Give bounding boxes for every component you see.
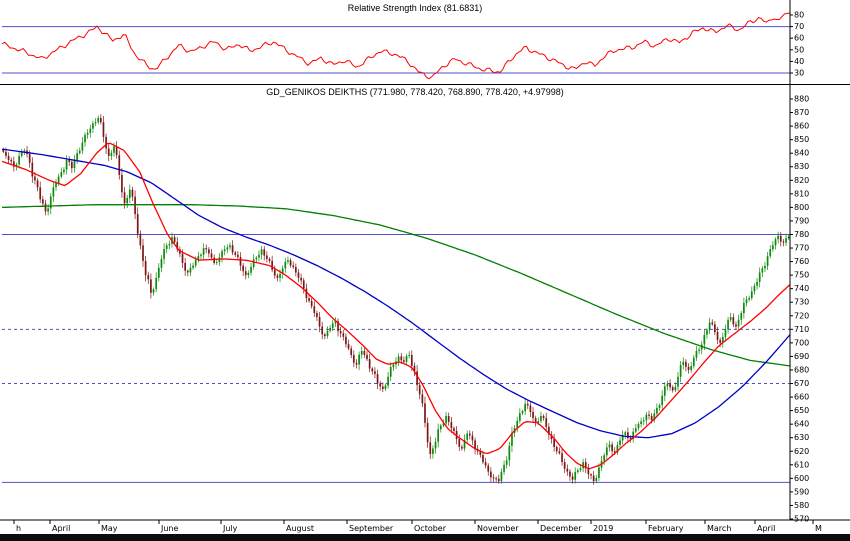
svg-text:June: June [160, 524, 179, 533]
svg-text:590: 590 [794, 487, 809, 496]
svg-text:December: December [540, 524, 582, 533]
svg-text:May: May [101, 524, 118, 533]
svg-text:April: April [757, 524, 775, 533]
svg-text:840: 840 [794, 149, 809, 158]
support-resistance-lines [2, 233, 790, 483]
svg-text:670: 670 [794, 379, 809, 388]
svg-text:640: 640 [794, 420, 809, 429]
svg-text:80: 80 [794, 10, 804, 19]
svg-text:770: 770 [794, 244, 809, 253]
svg-text:610: 610 [794, 460, 809, 469]
svg-text:2019: 2019 [593, 524, 613, 533]
svg-text:620: 620 [794, 447, 809, 456]
candles-layer [2, 114, 790, 485]
svg-text:570: 570 [794, 515, 809, 524]
svg-text:580: 580 [794, 501, 809, 510]
svg-text:60: 60 [794, 34, 804, 43]
svg-text:830: 830 [794, 162, 809, 171]
price-series-title: GD_GENIKOS DEIKTHS (771.980, 778.420, 76… [266, 87, 564, 97]
svg-text:800: 800 [794, 203, 809, 212]
svg-text:30: 30 [794, 69, 804, 78]
svg-text:August: August [286, 524, 314, 533]
svg-text:March: March [707, 524, 731, 533]
svg-text:760: 760 [794, 257, 809, 266]
svg-text:810: 810 [794, 189, 809, 198]
svg-text:630: 630 [794, 433, 809, 442]
svg-text:850: 850 [794, 135, 809, 144]
svg-text:660: 660 [794, 393, 809, 402]
svg-text:790: 790 [794, 216, 809, 225]
svg-text:October: October [414, 524, 447, 533]
svg-text:650: 650 [794, 406, 809, 415]
svg-text:February: February [648, 524, 684, 533]
svg-text:750: 750 [794, 271, 809, 280]
svg-text:730: 730 [794, 298, 809, 307]
svg-text:November: November [477, 524, 519, 533]
moving-averages-layer [1, 142, 791, 470]
svg-text:880: 880 [794, 95, 809, 104]
svg-text:710: 710 [794, 325, 809, 334]
svg-text:740: 740 [794, 284, 809, 293]
svg-text:September: September [349, 524, 394, 533]
svg-text:870: 870 [794, 108, 809, 117]
window-bottom-edge [0, 534, 850, 541]
svg-text:680: 680 [794, 365, 809, 374]
svg-text:700: 700 [794, 338, 809, 347]
svg-text:860: 860 [794, 122, 809, 131]
svg-text:h: h [16, 524, 21, 533]
svg-text:M: M [815, 524, 822, 533]
ma-fast [1, 142, 791, 470]
svg-text:690: 690 [794, 352, 809, 361]
rsi-threshold-lines [2, 26, 790, 74]
svg-text:April: April [52, 524, 70, 533]
ma-slow [1, 204, 791, 367]
svg-text:720: 720 [794, 311, 809, 320]
svg-text:600: 600 [794, 474, 809, 483]
rsi-line [1, 12, 791, 80]
svg-text:50: 50 [794, 45, 804, 54]
svg-text:780: 780 [794, 230, 809, 239]
rsi-indicator-title: Relative Strength Index (81.6831) [347, 3, 483, 13]
svg-text:July: July [222, 524, 238, 533]
svg-text:70: 70 [794, 22, 804, 31]
svg-text:40: 40 [794, 57, 804, 66]
svg-text:820: 820 [794, 176, 809, 185]
ma-medium [1, 148, 791, 439]
